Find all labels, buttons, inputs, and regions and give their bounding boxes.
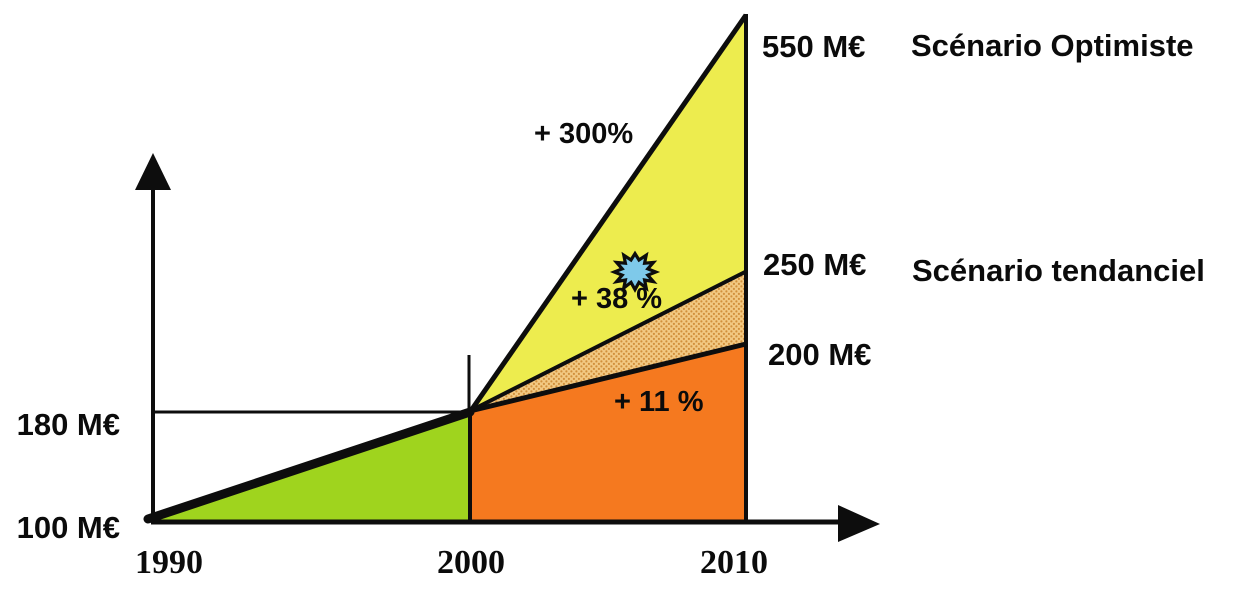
- optimistic-scenario-line: [467, 13, 749, 414]
- low-scenario-line: [469, 341, 747, 414]
- burst-icon: [609, 250, 661, 293]
- x-label-1990: 1990: [135, 544, 203, 581]
- y-label-100: 100 M€: [16, 510, 120, 545]
- scenario-optimiste-label: Scénario Optimiste: [911, 28, 1194, 63]
- low-scenario-area: [470, 344, 746, 522]
- growth-38-label: + 38 %: [571, 283, 663, 315]
- y-axis-arrowhead-icon: [135, 153, 171, 190]
- value-label-250: 250 M€: [763, 247, 867, 282]
- scenario-tendanciel-label: Scénario tendanciel: [912, 253, 1205, 288]
- growth-300-label: + 300%: [534, 118, 634, 150]
- x-label-2010: 2010: [700, 544, 768, 581]
- value-label-550: 550 M€: [762, 29, 866, 64]
- x-axis-arrowhead-icon: [838, 505, 880, 542]
- value-label-200: 200 M€: [768, 337, 872, 372]
- x-label-2000: 2000: [437, 544, 505, 581]
- historical-trend-line: [143, 407, 475, 524]
- trend-scenario-line: [469, 270, 746, 413]
- y-label-180: 180 M€: [16, 407, 120, 442]
- growth-11-label: + 11 %: [614, 386, 704, 418]
